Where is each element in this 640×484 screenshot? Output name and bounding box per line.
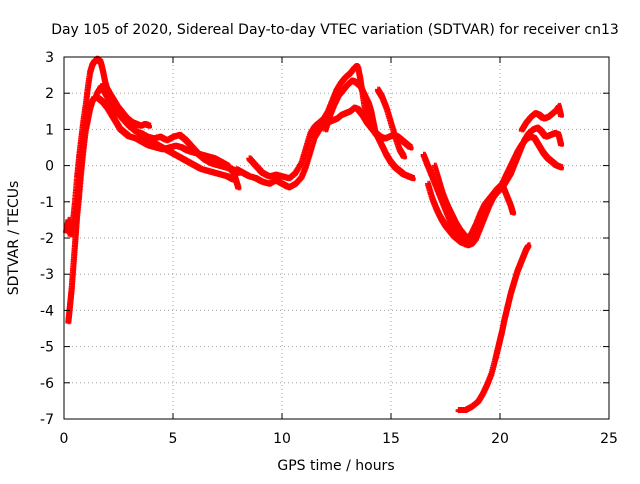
- chart-title: Day 105 of 2020, Sidereal Day-to-day VTE…: [51, 22, 619, 38]
